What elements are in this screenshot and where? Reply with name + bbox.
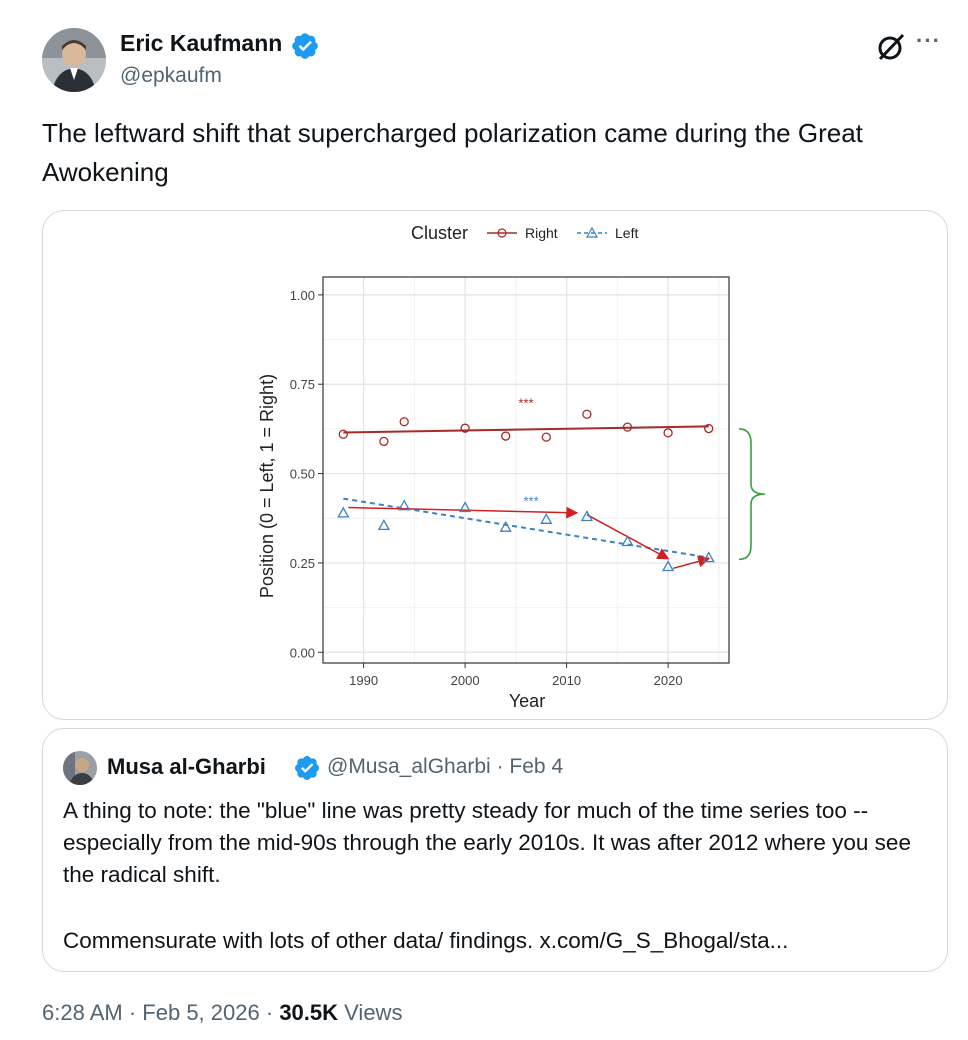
point-left-6 [580, 510, 594, 522]
y-tick-label-1: 0.25 [290, 556, 315, 571]
tweet-time[interactable]: 6:28 AM [42, 1000, 123, 1025]
point-right-5 [541, 432, 551, 442]
chart-svg: Cluster Right Left 0.00 0.25 0.50 0.75 1.00 1… [257, 223, 766, 711]
point-left-8 [661, 560, 675, 572]
x-axis-label: Year [509, 691, 545, 711]
chart-image[interactable]: Cluster Right Left 0.00 0.25 0.50 0.75 1.00 1… [42, 210, 948, 720]
quoted-tweet[interactable]: Musa al-Gharbi @Musa_alGharbi · Feb 4 A … [42, 728, 948, 972]
quote-avatar-photo [63, 751, 97, 785]
point-right-8 [663, 428, 673, 438]
plot-border [322, 276, 730, 664]
quote-date[interactable]: Feb 4 [509, 755, 564, 778]
point-right-1 [379, 436, 389, 447]
x-tick-label-2: 2010 [552, 673, 581, 688]
x-tick-label-3: 2020 [654, 673, 683, 688]
y-tick-label-4: 1.00 [290, 288, 315, 303]
views-count: 30.5K [279, 1000, 339, 1025]
quote-author-avatar[interactable] [63, 751, 97, 785]
more-options-icon[interactable]: ··· [916, 28, 941, 53]
quote-text-line2: Commensurate with lots of other data/ fi… [63, 928, 789, 953]
footer-separator-2: · [265, 1000, 274, 1025]
significance-right: *** [518, 395, 533, 410]
x-tick-label-0: 1990 [349, 673, 378, 688]
legend-left-label: Left [615, 225, 638, 241]
legend-left-marker [585, 226, 599, 238]
grok-icon[interactable] [874, 30, 908, 64]
significance-left: *** [523, 494, 538, 509]
avatar-photo [42, 28, 106, 92]
quote-meta: @Musa_alGharbi · Feb 4 [327, 755, 563, 779]
chart-legend: Cluster Right Left [411, 223, 638, 243]
views-label: Views [344, 1000, 403, 1025]
quote-author-name[interactable]: Musa al-Gharbi [107, 754, 266, 779]
legend-right-marker [497, 228, 507, 238]
plot-area: 0.00 0.25 0.50 0.75 1.00 1990 2000 2010 2020 *** *… [290, 276, 766, 688]
point-right-3 [460, 423, 470, 433]
point-right-7 [622, 422, 633, 432]
quote-separator: · [496, 755, 504, 778]
point-left-4 [499, 520, 512, 532]
point-right-2 [399, 417, 409, 427]
point-right-4 [501, 431, 511, 441]
point-right-9 [704, 423, 714, 434]
y-tick-label-0: 0.00 [290, 645, 315, 660]
y-tick-label-2: 0.50 [290, 467, 315, 482]
point-left-9 [702, 551, 715, 563]
point-left-1 [377, 519, 391, 531]
quote-verified-badge-icon [295, 756, 319, 780]
legend-title: Cluster [411, 223, 468, 243]
annotation-bracket [738, 428, 766, 561]
tweet-date[interactable]: Feb 5, 2026 [142, 1000, 260, 1025]
tweet-text: The leftward shift that supercharged pol… [42, 118, 863, 187]
footer-separator-1: · [128, 1000, 137, 1025]
point-left-2 [398, 499, 411, 511]
quote-body: A thing to note: the "blue" line was pre… [63, 795, 933, 957]
point-left-0 [337, 506, 350, 518]
annotation-arrow-0 [348, 506, 579, 519]
point-right-6 [582, 409, 592, 419]
point-left-5 [540, 512, 553, 524]
author-handle[interactable]: @epkaufm [120, 64, 222, 87]
tweet-footer: 6:28 AM · Feb 5, 2026 · 30.5K Views [42, 1000, 402, 1026]
annotation-arrow-2 [672, 555, 711, 570]
trend-line-right [343, 425, 709, 434]
point-right-0 [338, 429, 348, 439]
point-left-3 [458, 501, 472, 513]
point-left-7 [621, 535, 634, 547]
legend-right-label: Right [525, 225, 558, 241]
verified-badge-icon [292, 33, 318, 59]
x-tick-label-1: 2000 [451, 673, 480, 688]
author-avatar[interactable] [42, 28, 106, 92]
quote-author-handle[interactable]: @Musa_alGharbi [327, 755, 491, 778]
quote-text-line1: A thing to note: the "blue" line was pre… [63, 798, 911, 887]
author-name[interactable]: Eric Kaufmann [120, 30, 283, 56]
y-axis-label: Position (0 = Left, 1 = Right) [257, 374, 277, 598]
y-tick-label-3: 0.75 [290, 377, 315, 392]
